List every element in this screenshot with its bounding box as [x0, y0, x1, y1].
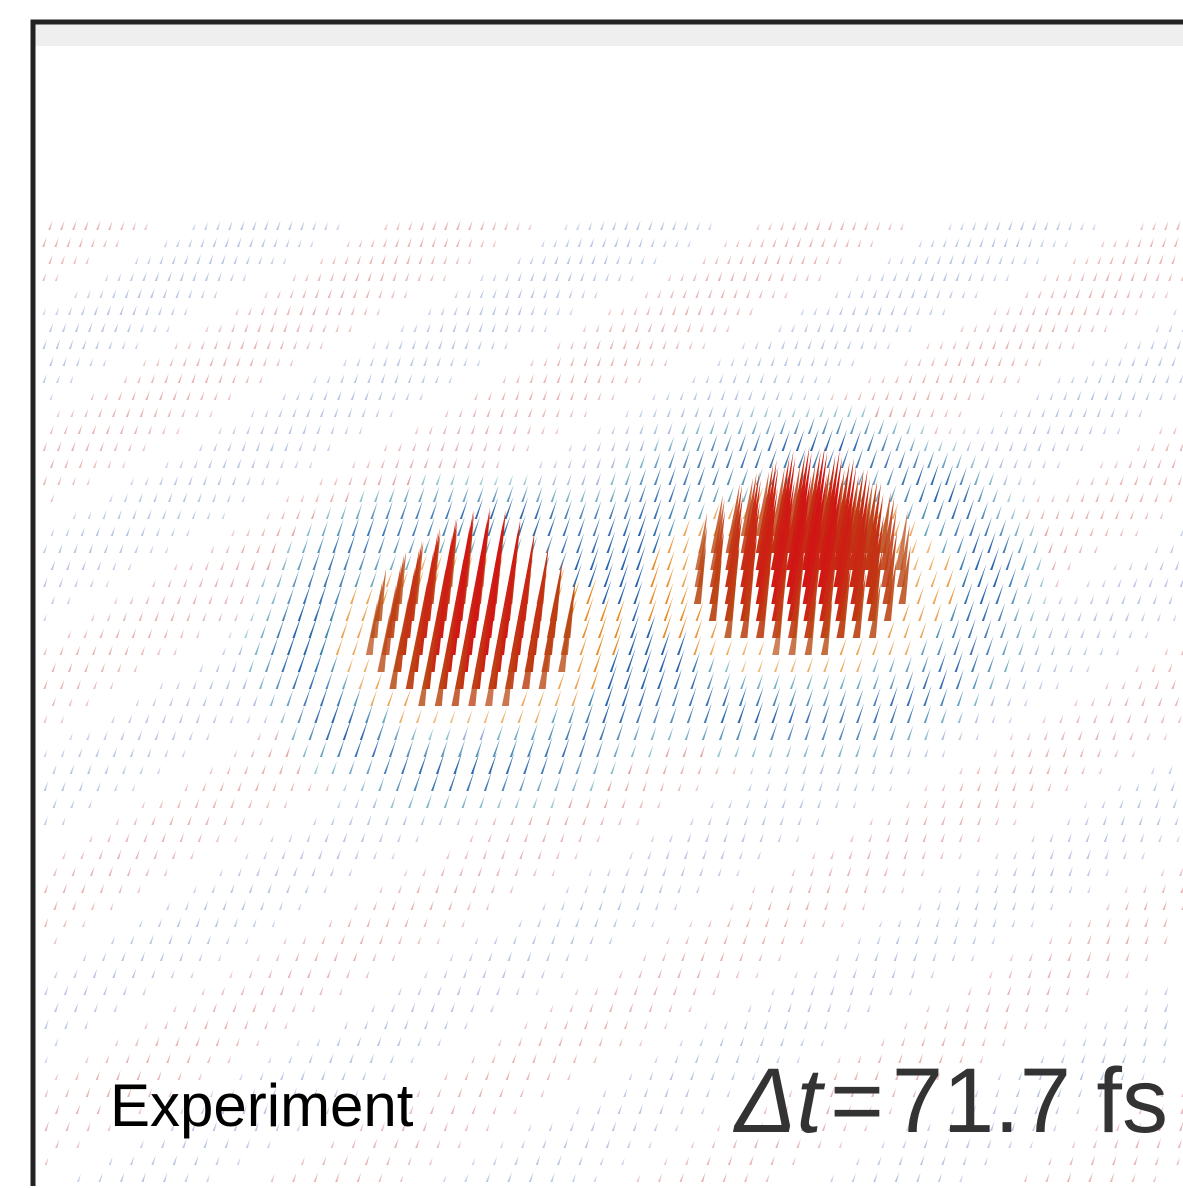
top-strip: [34, 22, 1183, 46]
time-label: Δt=71.7 fs: [733, 1050, 1168, 1152]
time-equals: =: [830, 1050, 884, 1152]
time-value: 71.7 fs: [892, 1050, 1168, 1152]
panel-label: Experiment: [110, 1072, 414, 1139]
time-symbol: Δt: [733, 1050, 826, 1152]
